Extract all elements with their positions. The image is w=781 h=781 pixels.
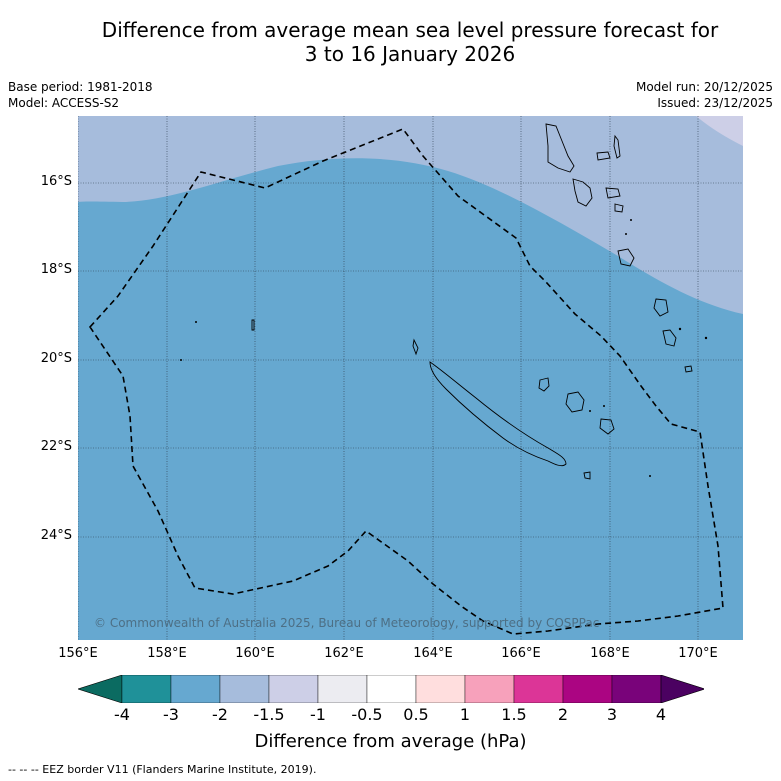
chart-title: Difference from average mean sea level p… [40,18,780,66]
colorbar-segment [513,675,564,703]
title-line-1: Difference from average mean sea level p… [101,18,719,42]
metadata-left: Base period: 1981-2018 Model: ACCESS-S2 [8,79,153,111]
mare-island [599,418,615,435]
lat-label: 16°S [40,174,72,189]
colorbar-segment [219,675,270,703]
colorbar-segment [366,675,417,703]
lat-label: 20°S [40,351,72,366]
colorbar [78,675,704,703]
colorbar-tick-label: 4 [655,705,667,724]
chesterfield-islet [251,319,255,331]
colorbar-segment [317,675,368,703]
anomaly-contour-minus2 [78,116,743,314]
lon-label: 156°E [58,646,98,661]
colorbar-tick-label: 1.5 [501,705,527,724]
base-period: Base period: 1981-2018 [8,80,153,94]
lat-label: 22°S [40,439,72,454]
colorbar-tick-label: -2 [212,705,228,724]
aneityum-island [684,365,693,373]
colorbar-tick-label: -1.5 [253,705,285,724]
lat-label: 24°S [40,528,72,543]
copyright-notice: © Commonwealth of Australia 2025, Bureau… [94,616,600,630]
islet [678,327,682,331]
map-canvas [78,116,743,640]
colorbar-title: Difference from average (hPa) [254,731,527,752]
epi-island [614,203,624,213]
islet [625,233,627,235]
colorbar-over-triangle [660,675,704,703]
lon-label: 160°E [235,646,275,661]
graticule [78,116,743,640]
lat-label: 18°S [40,262,72,277]
colorbar-tick-label: -0.5 [351,705,383,724]
metadata-right: Model run: 20/12/2025 Issued: 23/12/2025 [636,79,773,111]
colorbar-segment [268,675,319,703]
islet [704,336,708,340]
lon-label: 158°E [147,646,187,661]
lon-label: 166°E [501,646,541,661]
eez-border [88,128,724,635]
map-panel: © Commonwealth of Australia 2025, Bureau… [78,116,743,640]
colorbar-segment [415,675,466,703]
colorbar-tick-label: -1 [310,705,326,724]
belep-islands [412,338,419,356]
colorbar-segment [170,675,221,703]
tanna-island [662,329,677,347]
islet [630,219,632,221]
ouvea-island [538,377,550,392]
colorbar-under-triangle [78,675,123,703]
colorbar-segment [562,675,613,703]
issued-date: Issued: 23/12/2025 [657,96,773,110]
anomaly-contour-minus1-5 [696,116,743,146]
pentecost-island [596,151,611,161]
erromango-island [653,298,669,317]
eez-legend-note: -- -- -- EEZ border V11 (Flanders Marine… [8,763,317,776]
lon-label: 162°E [324,646,364,661]
colorbar-tick-label: 1 [459,705,471,724]
colorbar-tick-label: 2 [557,705,569,724]
lon-label: 168°E [590,646,630,661]
maewo-island [613,134,621,159]
efate-island [617,248,635,267]
islet [603,405,605,407]
colorbar-segment [464,675,515,703]
lifou-island [565,391,585,413]
colorbar-segment [611,675,662,703]
lon-label: 164°E [413,646,453,661]
colorbar-tick-label: 0.5 [403,705,429,724]
lon-label: 170°E [678,646,718,661]
islet [589,410,591,412]
islet [649,475,651,477]
title-line-2: 3 to 16 January 2026 [304,42,516,66]
colorbar-tick-label: -4 [114,705,130,724]
model-name: Model: ACCESS-S2 [8,96,120,110]
islet [195,321,197,323]
colorbar-tick-label: -3 [163,705,179,724]
islet [180,359,182,361]
colorbar-tick-label: 3 [606,705,618,724]
isle-of-pines [583,471,591,480]
espiritu-santo [545,123,575,173]
model-run: Model run: 20/12/2025 [635,80,773,94]
colorbar-segment [121,675,172,703]
ambrym-island [605,187,621,199]
malekula-island [572,178,593,207]
new-caledonia-mainland [429,361,567,467]
